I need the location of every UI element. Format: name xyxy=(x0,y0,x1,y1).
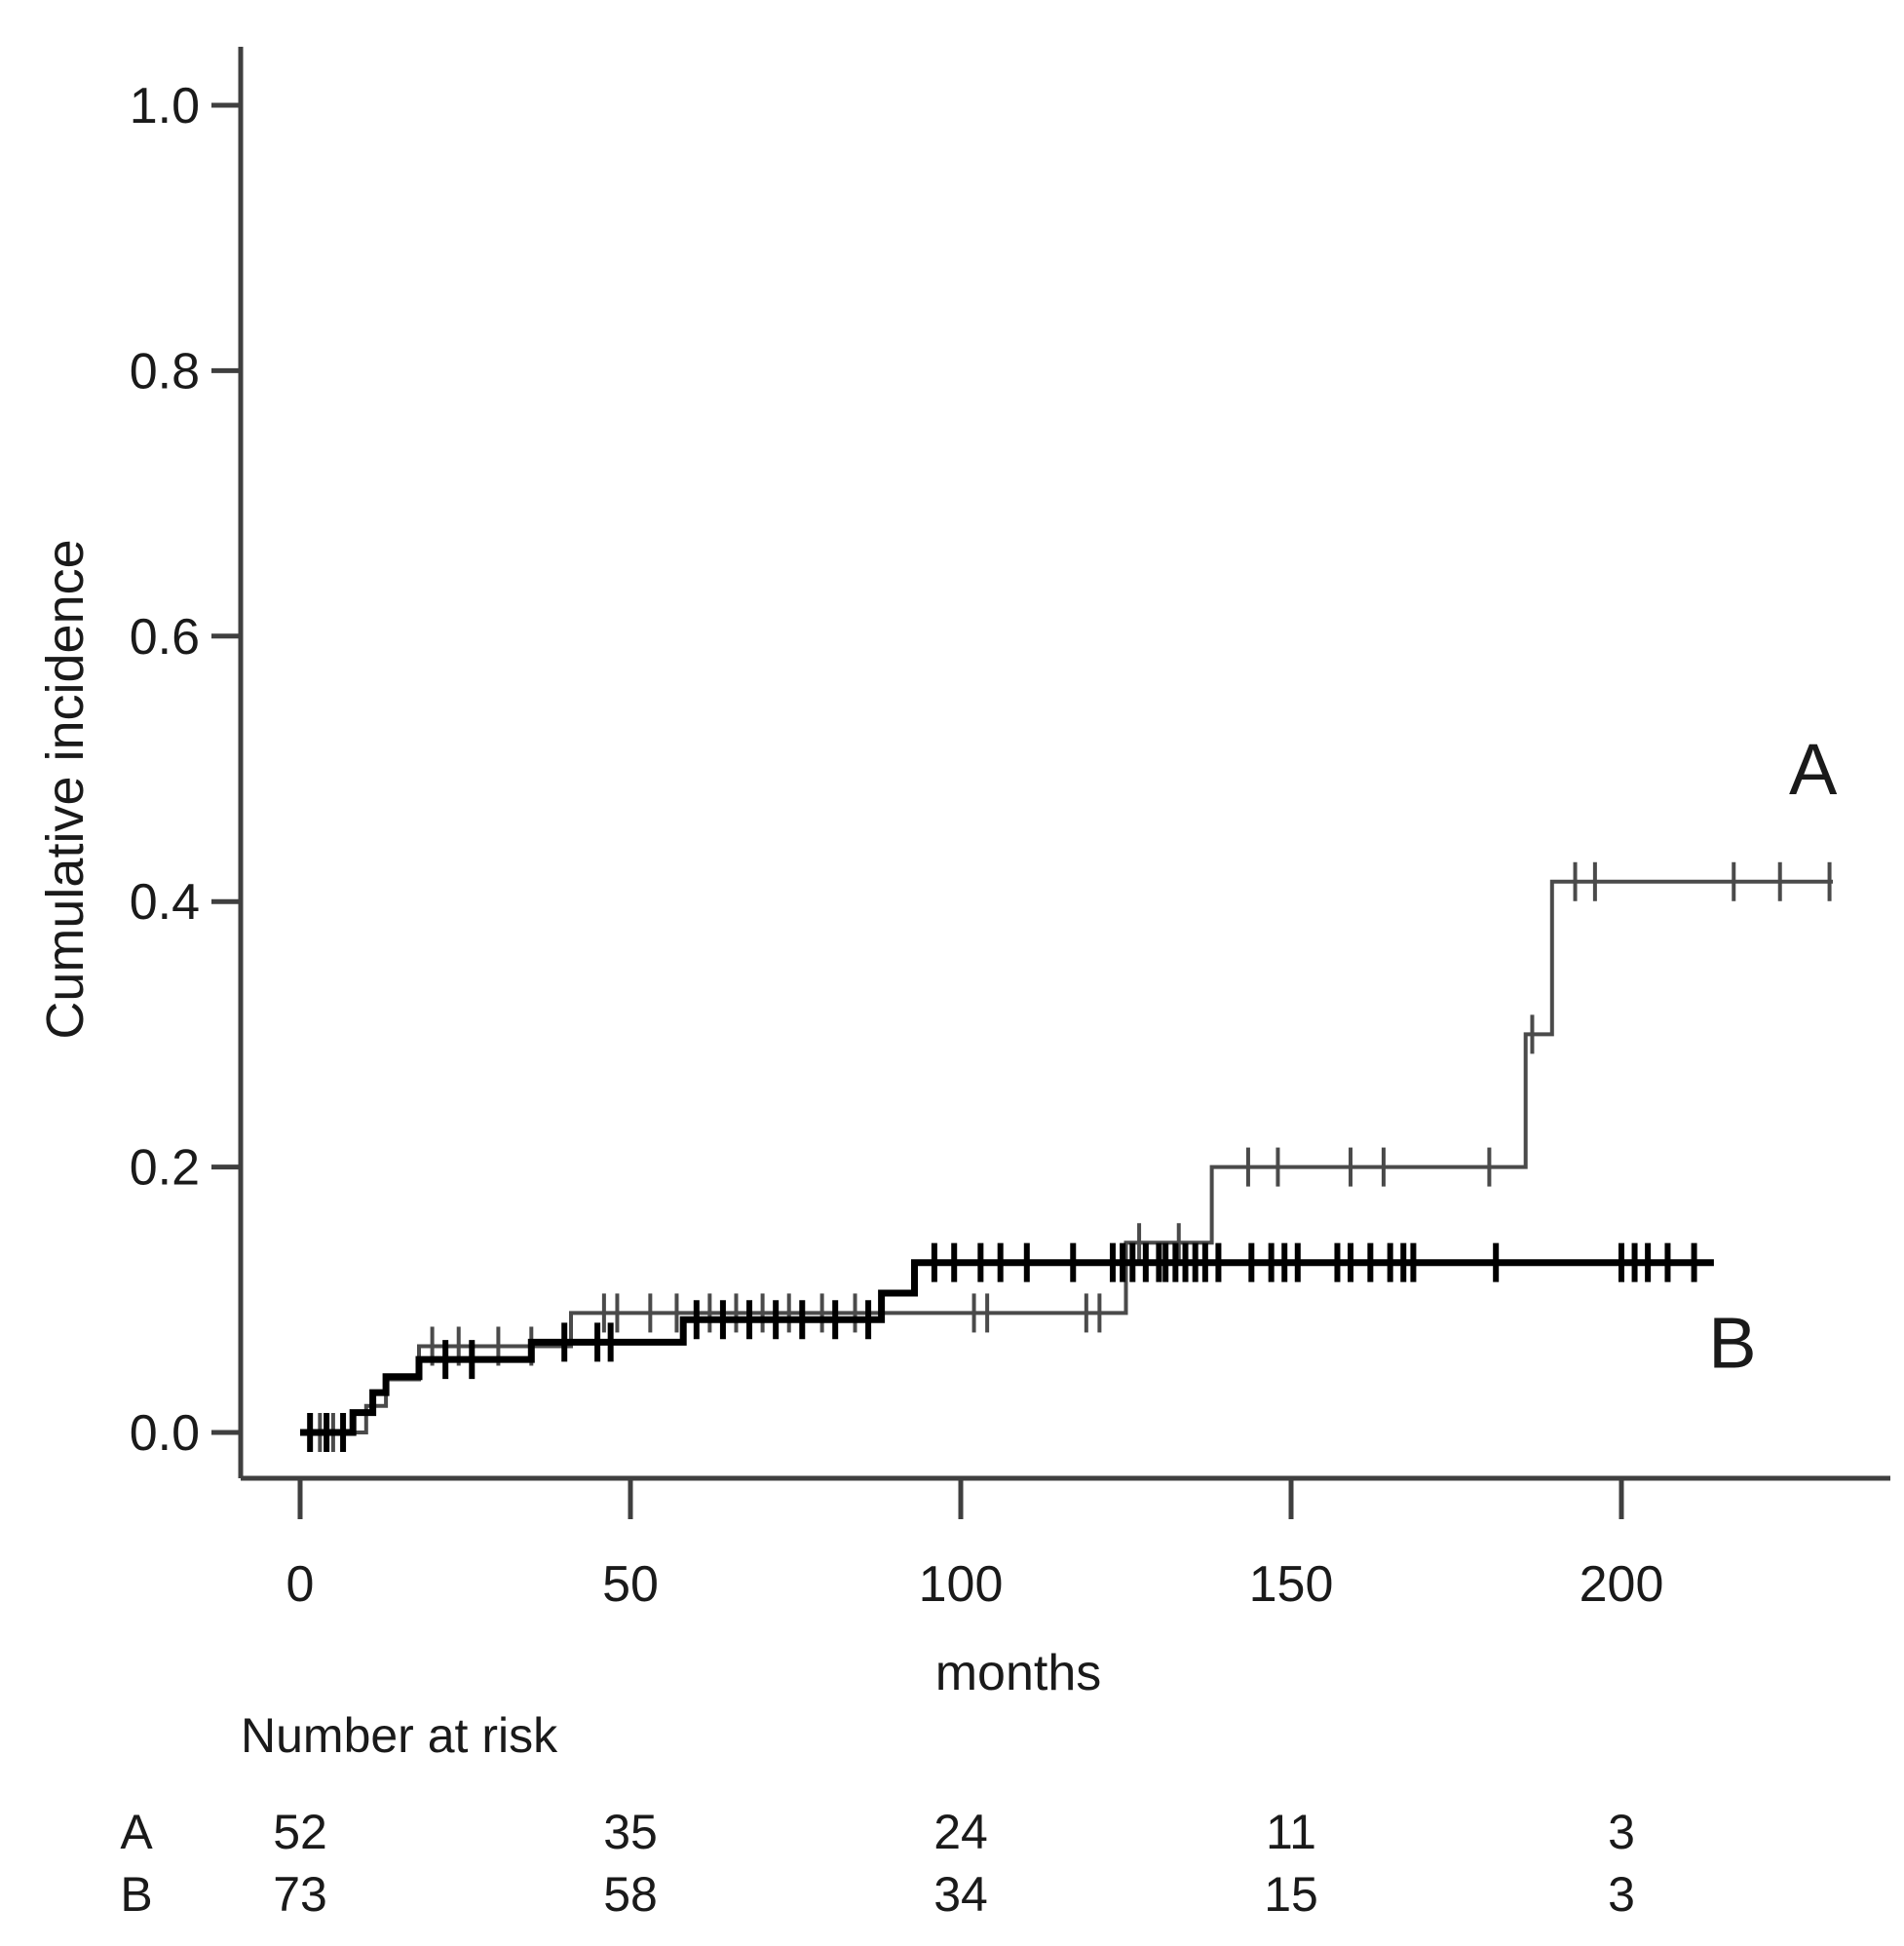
x-tick-label: 50 xyxy=(602,1556,659,1613)
risk-count: 58 xyxy=(603,1867,658,1922)
y-tick-label: 0.8 xyxy=(130,343,200,400)
risk-count: 35 xyxy=(603,1805,658,1859)
x-tick-label: 0 xyxy=(286,1556,315,1613)
x-axis-title: months xyxy=(935,1645,1102,1701)
risk-row-label-A: A xyxy=(120,1805,153,1859)
x-tick-label: 150 xyxy=(1249,1556,1334,1613)
curve-A xyxy=(300,879,1833,1434)
x-tick-label: 200 xyxy=(1580,1556,1664,1613)
risk-count: 15 xyxy=(1264,1867,1318,1922)
y-axis-title: Cumulative incidence xyxy=(36,539,95,1039)
risk-count: 34 xyxy=(933,1867,988,1922)
curve-label-A: A xyxy=(1789,729,1838,810)
risk-row-label-B: B xyxy=(120,1867,152,1922)
number-at-risk-heading: Number at risk xyxy=(241,1708,558,1763)
risk-count: 3 xyxy=(1608,1867,1635,1922)
risk-count: 73 xyxy=(273,1867,327,1922)
y-tick-label: 0.0 xyxy=(130,1405,200,1462)
y-tick-label: 1.0 xyxy=(130,78,200,134)
risk-count: 24 xyxy=(933,1805,988,1859)
curve-B xyxy=(300,1259,1714,1436)
curve-label-B: B xyxy=(1708,1302,1756,1383)
risk-count: 52 xyxy=(273,1805,327,1859)
risk-count: 3 xyxy=(1608,1805,1635,1859)
y-tick-label: 0.4 xyxy=(130,874,200,931)
y-tick-label: 0.6 xyxy=(130,609,200,666)
y-tick-label: 0.2 xyxy=(130,1140,200,1197)
risk-count: 11 xyxy=(1266,1805,1316,1859)
x-tick-label: 100 xyxy=(919,1556,1004,1613)
